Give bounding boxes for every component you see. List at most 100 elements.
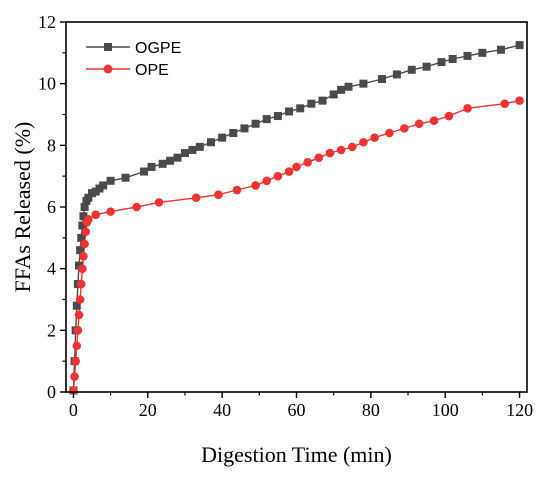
data-point	[84, 193, 93, 202]
data-point	[284, 167, 294, 176]
data-point	[188, 145, 197, 154]
data-point	[99, 181, 108, 190]
data-point	[303, 157, 312, 167]
y-tick-label: 2	[47, 320, 56, 340]
data-point	[314, 153, 324, 162]
data-point	[158, 159, 167, 168]
data-point	[273, 171, 283, 181]
data-point	[132, 202, 141, 212]
y-tick-label: 0	[47, 382, 56, 402]
data-point	[80, 239, 89, 249]
legend-marker-ope	[103, 64, 113, 74]
data-point	[336, 145, 346, 155]
y-axis-title: FFAs Released (%)	[10, 122, 35, 293]
data-point	[359, 137, 368, 147]
data-point	[71, 356, 80, 366]
y-tick-label: 8	[47, 135, 56, 155]
x-tick-label: 60	[288, 400, 306, 420]
data-point	[232, 185, 242, 195]
data-point	[337, 85, 346, 94]
data-point	[307, 99, 316, 108]
data-point	[251, 181, 260, 190]
plot-lines	[72, 44, 520, 391]
data-point	[515, 41, 524, 50]
data-point	[72, 341, 82, 351]
data-point	[251, 119, 260, 128]
data-point	[262, 176, 272, 186]
data-point	[414, 119, 424, 129]
data-point	[78, 221, 87, 230]
series-line-ogpe	[72, 44, 520, 391]
data-point	[79, 212, 88, 221]
data-point	[329, 90, 338, 99]
data-point	[344, 82, 353, 91]
x-tick-label: 20	[139, 400, 157, 420]
legend-label-ogpe: OGPE	[135, 40, 181, 57]
data-point	[407, 65, 416, 74]
data-point	[318, 96, 327, 105]
data-point	[325, 148, 335, 158]
data-point	[77, 233, 86, 242]
data-point	[444, 111, 454, 121]
data-point	[180, 149, 189, 158]
data-point	[75, 295, 85, 304]
legend-item-ogpe: OGPE	[86, 40, 181, 57]
data-point	[229, 129, 238, 137]
data-point	[70, 372, 79, 381]
data-point	[121, 173, 130, 182]
x-tick-label: 80	[362, 400, 380, 420]
data-point	[76, 246, 85, 255]
data-point	[448, 55, 457, 63]
data-point	[81, 227, 91, 236]
data-point	[76, 279, 86, 289]
data-point	[218, 133, 227, 142]
legend-item-ope: OPE	[86, 62, 169, 79]
data-point	[84, 215, 93, 224]
data-point	[370, 133, 379, 142]
data-point	[422, 62, 431, 71]
data-point	[359, 79, 368, 88]
axis-ticks: 0 20 40 60 80 100 120 0 2 4 6 8 10 12	[38, 12, 533, 420]
x-axis-title: Digestion Time (min)	[201, 442, 392, 467]
legend-label-ope: OPE	[135, 62, 169, 79]
data-point	[292, 162, 301, 172]
data-point	[496, 45, 505, 54]
data-point	[378, 75, 387, 84]
data-point	[140, 167, 149, 176]
data-point	[147, 162, 156, 171]
x-tick-label: 100	[432, 400, 459, 420]
data-point	[240, 124, 249, 133]
y-tick-label: 6	[47, 197, 56, 217]
data-point	[80, 203, 89, 211]
data-point	[500, 99, 509, 109]
series-line-ope	[72, 99, 520, 391]
data-point	[195, 142, 204, 151]
data-point	[72, 301, 81, 310]
data-point	[392, 70, 401, 79]
data-point	[400, 124, 409, 133]
data-point	[429, 116, 439, 125]
data-point	[91, 210, 101, 220]
data-point	[285, 107, 294, 116]
data-point	[154, 198, 164, 207]
data-point	[106, 176, 115, 185]
plot-markers	[69, 41, 524, 395]
data-point	[463, 51, 472, 60]
data-point	[214, 190, 223, 199]
data-point	[173, 153, 182, 162]
data-point	[478, 48, 487, 57]
data-point	[273, 112, 282, 121]
data-point	[206, 138, 215, 147]
data-point	[347, 142, 357, 152]
data-point	[385, 128, 394, 138]
data-point	[106, 207, 115, 216]
x-tick-label: 0	[69, 400, 78, 420]
legend-marker-ogpe	[104, 43, 112, 51]
data-point	[166, 156, 175, 165]
x-tick-label: 40	[213, 400, 231, 420]
data-point	[78, 264, 87, 273]
y-tick-label: 12	[38, 12, 56, 32]
data-point	[262, 115, 271, 124]
data-point	[75, 261, 84, 270]
